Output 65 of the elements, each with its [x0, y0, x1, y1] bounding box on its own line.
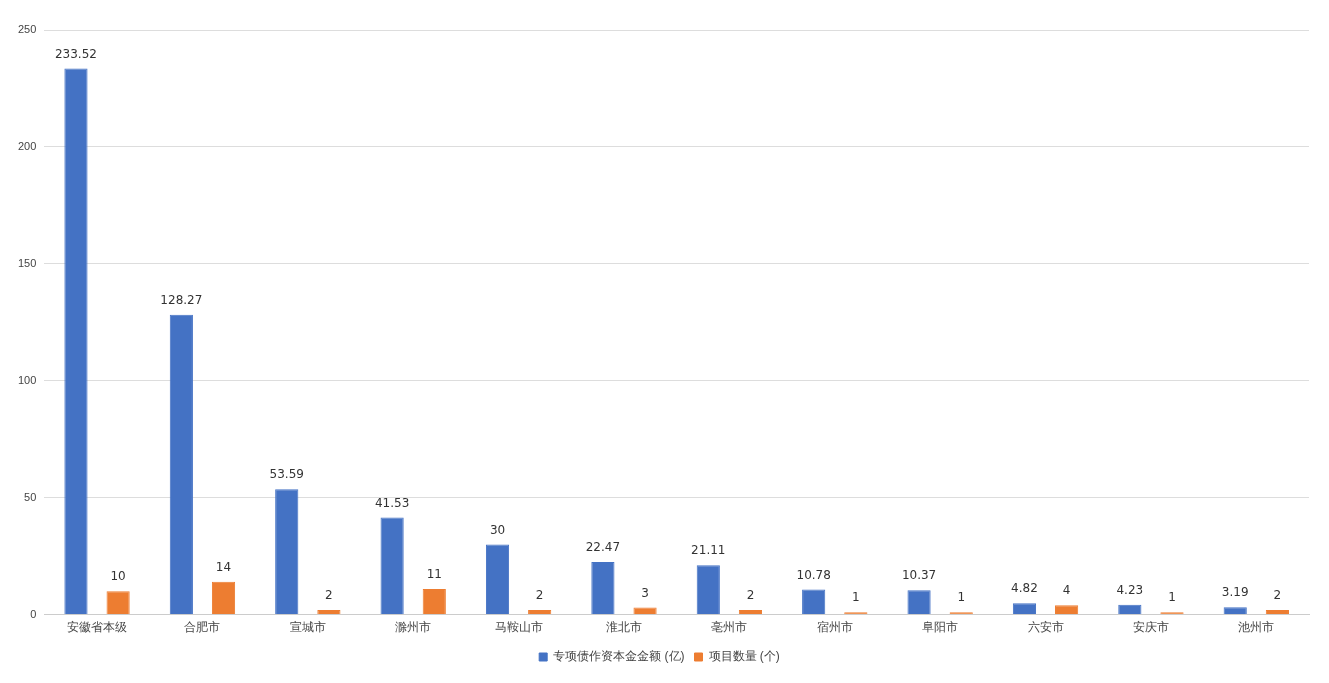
data-label: 10.78: [796, 567, 831, 582]
data-label: 1: [957, 590, 966, 605]
y-tick-label: 200: [17, 139, 37, 152]
x-tick-label: 淮北市: [605, 620, 642, 635]
legend-label: 专项债作资本金金额 (亿): [553, 649, 685, 664]
bar: [1223, 607, 1247, 615]
bar: [1265, 609, 1289, 615]
x-tick-label: 池州市: [1238, 620, 1275, 635]
bar: [211, 581, 236, 615]
bar: [907, 590, 931, 615]
data-label: 41.53: [374, 495, 410, 510]
data-label: 10.37: [901, 568, 937, 583]
bar: [169, 314, 193, 615]
bar: [64, 68, 88, 615]
data-label: 22.47: [585, 540, 621, 555]
data-label: 233.52: [54, 46, 97, 61]
bar: [317, 609, 341, 615]
data-label: 11: [426, 567, 442, 581]
data-label: 3.19: [1221, 585, 1249, 600]
data-label: 1: [852, 590, 860, 605]
data-label: 30: [489, 522, 506, 537]
bar: [485, 544, 510, 615]
x-tick-label: 滁州市: [395, 620, 432, 635]
x-tick-label: 合肥市: [184, 620, 221, 635]
data-label: 21.11: [691, 543, 726, 558]
bar: [422, 588, 446, 615]
data-label: 2: [535, 588, 544, 603]
bar: [528, 609, 552, 615]
legend-label: 项目数量 (个): [708, 649, 780, 664]
data-label: 2: [746, 588, 755, 603]
x-tick-label: 宿州市: [816, 620, 853, 635]
x-tick-label: 马鞍山市: [494, 620, 543, 635]
y-tick-label: 150: [17, 256, 37, 269]
data-label: 53.59: [269, 467, 304, 482]
x-tick-label: 六安市: [1027, 620, 1064, 635]
data-label: 14: [215, 559, 232, 574]
data-label: 2: [325, 588, 333, 603]
data-label: 128.27: [160, 292, 203, 307]
x-tick-label: 安徽省本级: [67, 620, 128, 635]
bar: [1012, 603, 1037, 615]
y-tick-label: 100: [17, 373, 37, 386]
data-label: 1: [1168, 590, 1176, 605]
data-label: 10: [110, 569, 126, 584]
bar: [275, 489, 299, 615]
x-tick-label: 安庆市: [1132, 620, 1169, 635]
bar: [380, 517, 404, 615]
data-label: 4: [1062, 583, 1071, 598]
data-label: 2: [1273, 588, 1282, 603]
y-tick-label: 0: [30, 607, 37, 620]
bar: [696, 565, 720, 615]
x-tick-label: 亳州市: [711, 620, 748, 635]
bar: [591, 562, 615, 615]
data-label: 4.23: [1116, 582, 1144, 597]
y-tick-label: 250: [17, 23, 37, 36]
data-label: 4.82: [1011, 581, 1038, 596]
bar: [633, 607, 657, 615]
bar: [802, 589, 826, 615]
y-tick-label: 50: [24, 490, 37, 503]
bar: [738, 609, 763, 615]
bar: [1055, 605, 1079, 615]
x-tick-label: 宣城市: [289, 620, 326, 635]
bar: [1118, 604, 1142, 615]
bar: [106, 591, 130, 615]
data-label: 3: [641, 585, 649, 600]
x-tick-label: 阜阳市: [922, 620, 959, 635]
